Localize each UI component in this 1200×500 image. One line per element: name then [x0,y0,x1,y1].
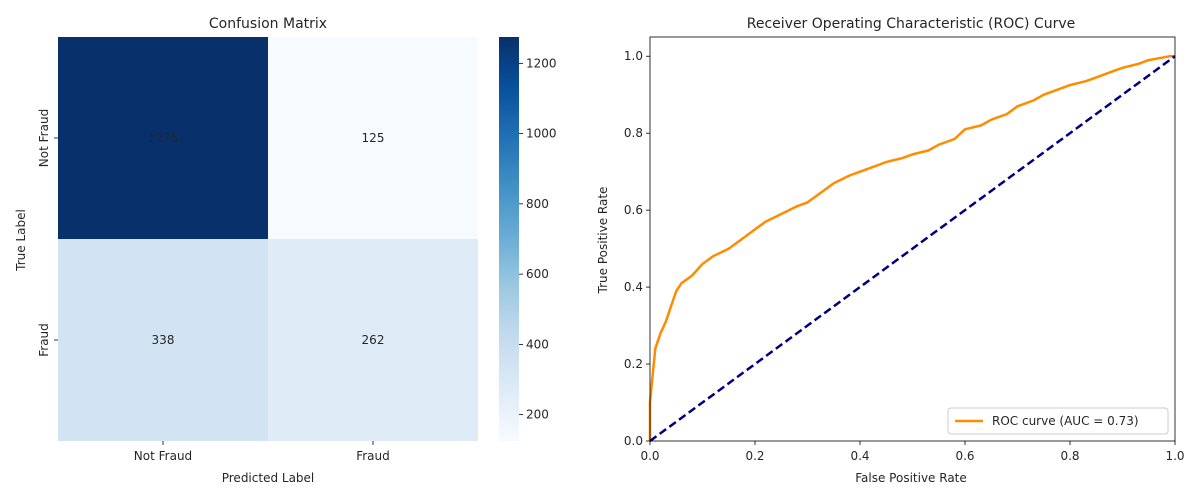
cm-cell-value: 262 [362,333,385,347]
cm-cells: 1275 125 338 262 [58,37,478,441]
roc-y-tick-label: 0.2 [624,357,643,371]
colorbar [499,37,519,441]
cm-cell-value: 125 [362,131,385,145]
cm-x-tick-label: Fraud [356,449,390,463]
roc-y-ticks: 0.0 0.2 0.4 0.6 0.8 1.0 [624,49,650,448]
legend-box [947,407,1169,435]
roc-x-tick-label: 0.8 [1060,449,1079,463]
roc-x-tick-label: 0.6 [955,449,974,463]
colorbar-tick-label: 1200 [526,56,557,70]
legend-entry-roc: ROC curve (AUC = 0.73) [992,414,1139,428]
roc-y-tick-label: 0.0 [624,434,643,448]
colorbar-ticks: 200 400 600 800 1000 1200 [519,56,557,422]
roc-axes-frame [649,36,1176,442]
roc-x-axis-label: False Positive Rate [855,471,967,485]
colorbar-tick-label: 400 [526,337,549,351]
roc-lines [648,54,1176,443]
cm-cell-value: 1275 [148,131,179,145]
cm-y-ticks: Not Fraud Fraud [37,109,58,357]
roc-x-tick-label: 0.4 [850,449,869,463]
colorbar-tick-label: 200 [526,408,549,422]
roc-y-axis-label: True Positive Rate [596,187,610,295]
colorbar-tick-label: 1000 [526,127,557,141]
roc-y-tick-label: 0.6 [624,203,643,217]
cm-cell [268,37,478,239]
cm-y-axis-label: True Label [14,209,28,272]
confusion-matrix-panel: Confusion Matrix 1275 125 338 262 Not Fraud… [14,16,557,485]
roc-title: Receiver Operating Characteristic (ROC) … [747,16,1076,32]
cm-cell [268,239,478,441]
roc-curve-line [648,54,1175,441]
colorbar-tick-label: 800 [526,197,549,211]
roc-x-tick-label: 1.0 [1165,449,1184,463]
roc-x-ticks: 0.0 0.2 0.4 0.6 0.8 1.0 [640,441,1185,463]
roc-y-tick-label: 0.8 [624,126,643,140]
roc-y-tick-label: 1.0 [624,49,643,63]
colorbar-tick-label: 600 [526,267,549,281]
cm-cell-value: 338 [152,333,175,347]
cm-x-ticks: Not Fraud Fraud [134,441,390,463]
legend: ROC curve (AUC = 0.73) [947,407,1169,435]
roc-x-tick-label: 0.2 [745,449,764,463]
cm-x-tick-label: Not Fraud [134,449,192,463]
roc-x-tick-label: 0.0 [640,449,659,463]
roc-y-tick-label: 0.4 [624,280,643,294]
cm-title: Confusion Matrix [209,16,327,32]
cm-y-tick-label: Fraud [37,323,51,357]
cm-x-axis-label: Predicted Label [222,471,315,485]
cm-cell [58,239,268,441]
roc-panel: Receiver Operating Characteristic (ROC) … [596,16,1185,485]
chance-diagonal-line [649,55,1176,443]
cm-cell [58,37,268,239]
cm-y-tick-label: Not Fraud [37,109,51,167]
